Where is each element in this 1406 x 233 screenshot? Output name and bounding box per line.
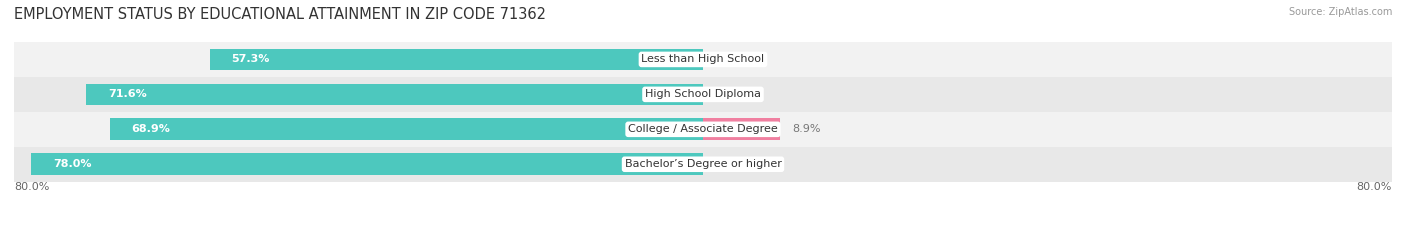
Bar (14, 42, 1392, 77)
Bar (14, 147, 1392, 182)
Bar (703, 118, 780, 140)
Bar (14, 77, 1392, 112)
Text: 78.0%: 78.0% (53, 159, 91, 169)
Text: 0.0%: 0.0% (720, 55, 748, 64)
Text: College / Associate Degree: College / Associate Degree (628, 124, 778, 134)
Text: EMPLOYMENT STATUS BY EDUCATIONAL ATTAINMENT IN ZIP CODE 71362: EMPLOYMENT STATUS BY EDUCATIONAL ATTAINM… (14, 7, 546, 22)
Text: 80.0%: 80.0% (1357, 182, 1392, 192)
Bar (31, 153, 703, 175)
Text: 8.9%: 8.9% (793, 124, 821, 134)
Text: 68.9%: 68.9% (131, 124, 170, 134)
Bar (14, 112, 1392, 147)
Bar (209, 49, 703, 70)
Text: 0.0%: 0.0% (720, 89, 748, 99)
Text: Less than High School: Less than High School (641, 55, 765, 64)
Bar (86, 83, 703, 105)
Bar (110, 118, 703, 140)
Text: High School Diploma: High School Diploma (645, 89, 761, 99)
Text: Bachelor’s Degree or higher: Bachelor’s Degree or higher (624, 159, 782, 169)
Text: 80.0%: 80.0% (14, 182, 49, 192)
Text: Source: ZipAtlas.com: Source: ZipAtlas.com (1288, 7, 1392, 17)
Text: 0.0%: 0.0% (720, 159, 748, 169)
Text: 57.3%: 57.3% (231, 55, 270, 64)
Text: 71.6%: 71.6% (108, 89, 146, 99)
Legend: In Labor Force, Unemployed: In Labor Force, Unemployed (595, 230, 811, 233)
